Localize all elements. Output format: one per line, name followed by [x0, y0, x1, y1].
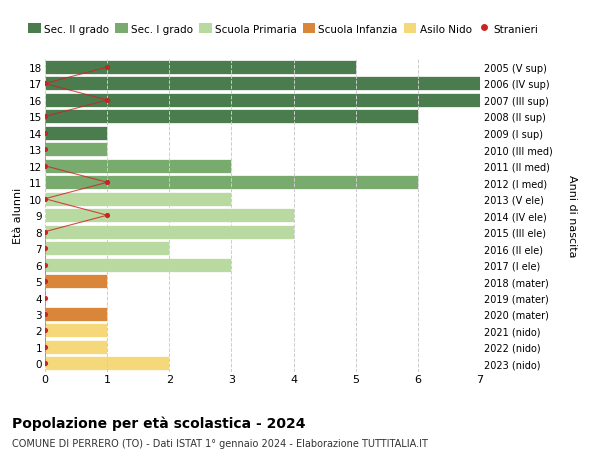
Bar	[45, 225, 293, 239]
Point	[40, 245, 50, 252]
Y-axis label: Anni di nascita: Anni di nascita	[567, 174, 577, 257]
Point	[40, 278, 50, 285]
Point	[40, 196, 50, 203]
Point	[40, 311, 50, 318]
Text: COMUNE DI PERRERO (TO) - Dati ISTAT 1° gennaio 2024 - Elaborazione TUTTITALIA.IT: COMUNE DI PERRERO (TO) - Dati ISTAT 1° g…	[12, 438, 428, 448]
Bar	[45, 192, 232, 206]
Point	[103, 212, 112, 219]
Bar	[45, 61, 356, 75]
Bar	[45, 308, 107, 321]
Bar	[45, 143, 107, 157]
Bar	[45, 110, 418, 124]
Bar	[45, 77, 480, 91]
Point	[40, 327, 50, 335]
Point	[103, 179, 112, 186]
Point	[40, 81, 50, 88]
Bar	[45, 324, 107, 338]
Point	[40, 261, 50, 269]
Point	[40, 130, 50, 137]
Bar	[45, 274, 107, 288]
Point	[40, 360, 50, 367]
Text: Popolazione per età scolastica - 2024: Popolazione per età scolastica - 2024	[12, 415, 305, 430]
Point	[40, 163, 50, 170]
Bar	[45, 94, 480, 108]
Point	[103, 64, 112, 72]
Point	[103, 97, 112, 104]
Point	[40, 229, 50, 236]
Bar	[45, 209, 293, 223]
Point	[40, 294, 50, 302]
Point	[40, 146, 50, 154]
Bar	[45, 357, 169, 370]
Point	[40, 113, 50, 121]
Bar	[45, 127, 107, 140]
Bar	[45, 241, 169, 256]
Legend: Sec. II grado, Sec. I grado, Scuola Primaria, Scuola Infanzia, Asilo Nido, Stran: Sec. II grado, Sec. I grado, Scuola Prim…	[28, 24, 538, 34]
Point	[40, 343, 50, 351]
Bar	[45, 176, 418, 190]
Bar	[45, 159, 232, 174]
Bar	[45, 340, 107, 354]
Bar	[45, 258, 232, 272]
Y-axis label: Età alunni: Età alunni	[13, 188, 23, 244]
